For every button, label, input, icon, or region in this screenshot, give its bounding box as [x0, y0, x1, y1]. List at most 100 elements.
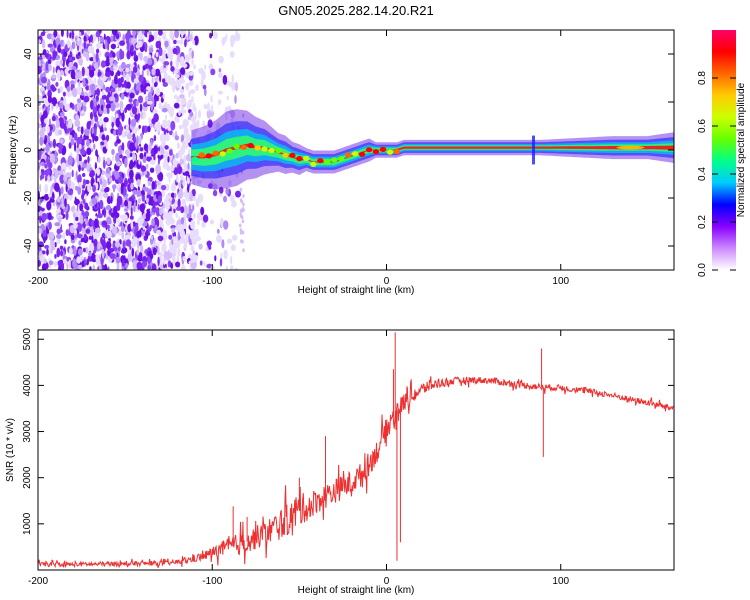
noise-speckle: [46, 248, 49, 256]
noise-speckle: [163, 237, 166, 247]
noise-speckle: [230, 118, 234, 123]
noise-speckle: [60, 162, 67, 170]
colorbar-gradient: [712, 30, 736, 270]
noise-speckle: [47, 59, 52, 65]
noise-speckle: [157, 158, 160, 166]
noise-speckle: [106, 224, 110, 230]
noise-speckle: [75, 185, 79, 191]
noise-speckle: [202, 120, 206, 129]
noise-speckle: [178, 124, 184, 130]
noise-speckle: [131, 105, 137, 115]
noise-speckle: [56, 69, 61, 80]
noise-speckle: [192, 130, 196, 138]
noise-speckle: [67, 155, 73, 166]
noise-speckle: [72, 41, 76, 50]
noise-speckle: [230, 255, 233, 265]
y-tick-label: -20: [23, 190, 34, 205]
carrier-blob: [365, 147, 373, 153]
noise-speckle: [78, 240, 82, 246]
x-tick-label: 0: [384, 276, 390, 287]
y-tick-label: 3000: [22, 420, 33, 443]
carrier-blob: [379, 146, 387, 152]
noise-speckle: [99, 36, 105, 43]
snr-background: [38, 330, 674, 570]
noise-speckle: [158, 171, 164, 182]
noise-speckle: [71, 87, 78, 98]
noise-speckle: [125, 67, 130, 73]
noise-speckle: [84, 128, 90, 136]
noise-speckle: [228, 109, 234, 114]
noise-speckle: [106, 230, 112, 239]
noise-speckle: [242, 202, 245, 207]
noise-speckle: [155, 242, 160, 247]
spectrogram-y-label: Frequency (Hz): [8, 116, 19, 185]
noise-speckle: [190, 96, 194, 103]
noise-speckle: [126, 104, 132, 110]
noise-speckle: [207, 102, 210, 112]
noise-speckle: [139, 203, 145, 213]
noise-speckle: [44, 244, 50, 249]
noise-speckle: [68, 259, 71, 269]
noise-speckle: [38, 205, 41, 213]
noise-speckle: [97, 71, 102, 77]
noise-speckle: [239, 228, 243, 233]
noise-speckle: [161, 184, 167, 191]
noise-speckle: [38, 162, 41, 168]
noise-speckle: [223, 195, 227, 203]
noise-speckle: [149, 167, 155, 173]
noise-speckle: [120, 92, 125, 100]
noise-speckle: [111, 30, 118, 36]
noise-speckle: [216, 228, 220, 234]
noise-speckle: [84, 67, 90, 77]
noise-speckle: [239, 187, 243, 192]
noise-speckle: [171, 239, 174, 245]
colorbar-tick-label: 0.2: [697, 215, 708, 229]
noise-speckle: [148, 188, 152, 197]
noise-speckle: [194, 228, 199, 238]
noise-speckle: [151, 180, 156, 190]
noise-speckle: [192, 177, 196, 186]
noise-speckle: [179, 56, 185, 65]
noise-speckle: [87, 45, 93, 54]
carrier-blob: [338, 156, 345, 162]
noise-speckle: [141, 30, 145, 35]
noise-speckle: [162, 35, 167, 40]
noise-speckle: [204, 87, 207, 97]
noise-speckle: [95, 173, 98, 184]
noise-speckle: [174, 246, 177, 257]
noise-speckle: [72, 212, 76, 218]
y-tick-label: 2000: [22, 466, 33, 489]
noise-speckle: [162, 150, 169, 159]
noise-speckle: [75, 114, 80, 121]
noise-speckle: [89, 111, 94, 120]
noise-speckle: [99, 178, 103, 185]
noise-speckle: [38, 170, 42, 176]
noise-speckle: [156, 121, 162, 132]
noise-speckle: [85, 246, 89, 254]
noise-speckle: [201, 221, 206, 228]
noise-speckle: [53, 30, 58, 38]
noise-speckle: [153, 31, 158, 41]
spectrogram-x-label: Height of straight line (km): [298, 285, 415, 296]
noise-speckle: [154, 76, 160, 82]
noise-speckle: [66, 128, 70, 134]
noise-speckle: [110, 102, 116, 112]
noise-speckle: [79, 102, 82, 108]
noise-speckle: [131, 247, 135, 257]
noise-speckle: [59, 102, 64, 109]
noise-speckle: [214, 255, 217, 262]
noise-speckle: [199, 260, 203, 266]
noise-speckle: [161, 122, 168, 129]
noise-speckle: [184, 218, 187, 225]
noise-speckle: [64, 198, 67, 208]
noise-speckle: [136, 191, 140, 198]
noise-speckle: [170, 211, 173, 219]
noise-speckle: [221, 37, 226, 46]
noise-speckle: [84, 193, 87, 200]
noise-speckle: [132, 189, 138, 195]
noise-speckle: [141, 260, 148, 268]
noise-speckle: [114, 74, 118, 85]
noise-speckle: [93, 218, 99, 229]
noise-speckle: [79, 214, 84, 224]
noise-speckle: [191, 115, 196, 123]
